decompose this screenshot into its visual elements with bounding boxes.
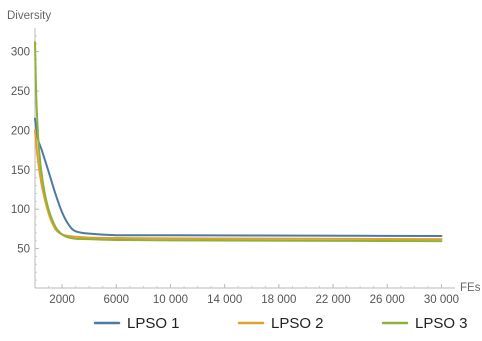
legend-label: LPSO 2 <box>271 315 324 332</box>
series-line-lpso-2 <box>34 129 443 241</box>
x-tick-label: 26 000 <box>370 294 405 306</box>
y-tick-label: 300 <box>11 47 30 59</box>
legend: LPSO 1 LPSO 2 LPSO 3 <box>93 315 468 332</box>
x-tick-label: 6000 <box>103 294 129 306</box>
x-tick-label: 2000 <box>49 294 75 306</box>
series-lines <box>34 41 443 243</box>
y-tick-label: 250 <box>11 86 30 98</box>
x-tick-label: 22 000 <box>315 294 350 306</box>
series-line-lpso-1 <box>34 117 443 237</box>
x-tick-label: 18 000 <box>261 294 296 306</box>
axes: 50 100 150 200 250 300 2000 6000 10 000 14 000 18 … <box>11 28 459 306</box>
y-tick-label: 50 <box>17 244 30 256</box>
legend-label: LPSO 1 <box>127 315 180 332</box>
legend-label: LPSO 3 <box>415 315 468 332</box>
y-tick-label: 200 <box>11 125 30 137</box>
x-tick-label: 14 000 <box>207 294 242 306</box>
x-axis-title: FEs <box>460 282 481 294</box>
y-axis-title: Diversity <box>7 10 51 22</box>
y-tick-label: 100 <box>11 204 30 216</box>
y-tick-label: 150 <box>11 165 30 177</box>
x-tick-label: 10 000 <box>153 294 188 306</box>
series-line-lpso-3 <box>34 41 443 243</box>
x-tick-label: 30 000 <box>424 294 459 306</box>
